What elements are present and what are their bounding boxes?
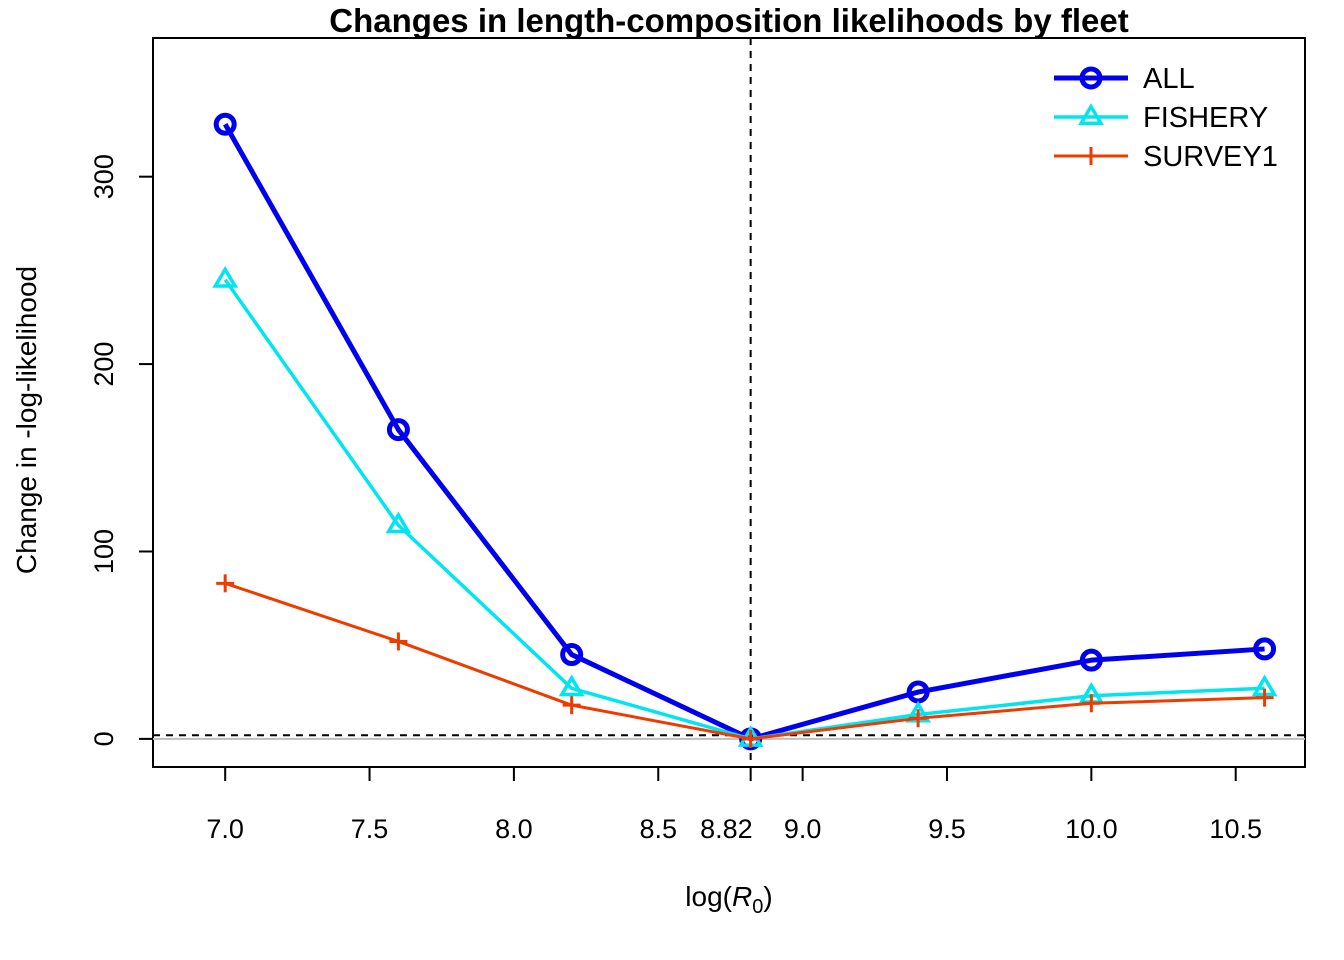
x-tick-label: 10.0	[1065, 814, 1118, 844]
series-fishery	[212, 265, 1278, 747]
legend: ALL FISHERY SURVEY1	[1054, 63, 1278, 173]
plot-frame	[152, 37, 1306, 768]
data-point-survey1-1	[389, 632, 408, 651]
x-tick-label: 9.5	[928, 814, 966, 844]
data-point-survey1-2	[562, 696, 581, 715]
x-axis-label-suffix: )	[763, 881, 772, 912]
data-point-fishery-0	[212, 265, 239, 288]
x-axis-label: log(R0)	[685, 881, 772, 918]
x-axis-label-variable: R	[732, 881, 752, 912]
x-axis-label-prefix: log(	[685, 881, 732, 912]
x-tick-label: 8.0	[495, 814, 533, 844]
y-axis-label: Change in -log-likelihood	[11, 266, 42, 574]
x-tick-label: 7.0	[206, 814, 244, 844]
series-survey1	[216, 574, 1274, 748]
series-line-fishery	[223, 278, 1265, 741]
legend-label-fishery: FISHERY	[1143, 102, 1268, 134]
y-tick-label: 300	[89, 154, 119, 199]
legend-label-all: ALL	[1143, 63, 1195, 95]
data-point-survey1-4	[909, 709, 928, 728]
data-point-all-0	[213, 112, 237, 136]
series-all	[213, 112, 1277, 751]
x-tick-label: 7.5	[351, 814, 389, 844]
data-point-fishery-2	[558, 674, 585, 697]
data-point-all-2	[560, 643, 584, 667]
data-point-survey1-6	[1255, 688, 1274, 707]
y-tick-label: 200	[89, 342, 119, 387]
legend-item-survey1: SURVEY1	[1054, 141, 1278, 173]
data-point-fishery-1	[385, 511, 412, 534]
axes: 7.0 7.5 8.0 8.5 9.0 9.5 10.0 10.5 8.82 0 100 200 300	[89, 154, 1262, 844]
legend-marker-survey1	[1082, 147, 1100, 165]
legend-item-all: ALL	[1054, 63, 1195, 95]
x-tick-label: 8.5	[639, 814, 677, 844]
legend-marker-all	[1079, 66, 1103, 90]
series-line-all	[223, 122, 1265, 742]
data-point-survey1-3	[741, 729, 760, 748]
legend-label-survey1: SURVEY1	[1143, 141, 1278, 173]
legend-item-fishery: FISHERY	[1054, 102, 1268, 134]
data-point-all-1	[386, 418, 410, 442]
y-tick-label: 0	[89, 731, 119, 746]
x-axis-label-subscript: 0	[752, 896, 763, 918]
x-tick-label: 9.0	[784, 814, 822, 844]
plot-area	[153, 38, 1305, 767]
data-point-all-6	[1253, 637, 1277, 661]
data-point-all-5	[1079, 648, 1103, 672]
data-point-survey1-0	[216, 574, 235, 593]
data-point-survey1-5	[1082, 694, 1101, 713]
x-tick-label-mle: 8.82	[700, 814, 753, 844]
legend-marker-fishery	[1078, 103, 1104, 125]
chart-title: Changes in length-composition likelihood…	[329, 2, 1128, 39]
y-tick-label: 100	[89, 529, 119, 574]
x-tick-label: 10.5	[1209, 814, 1262, 844]
